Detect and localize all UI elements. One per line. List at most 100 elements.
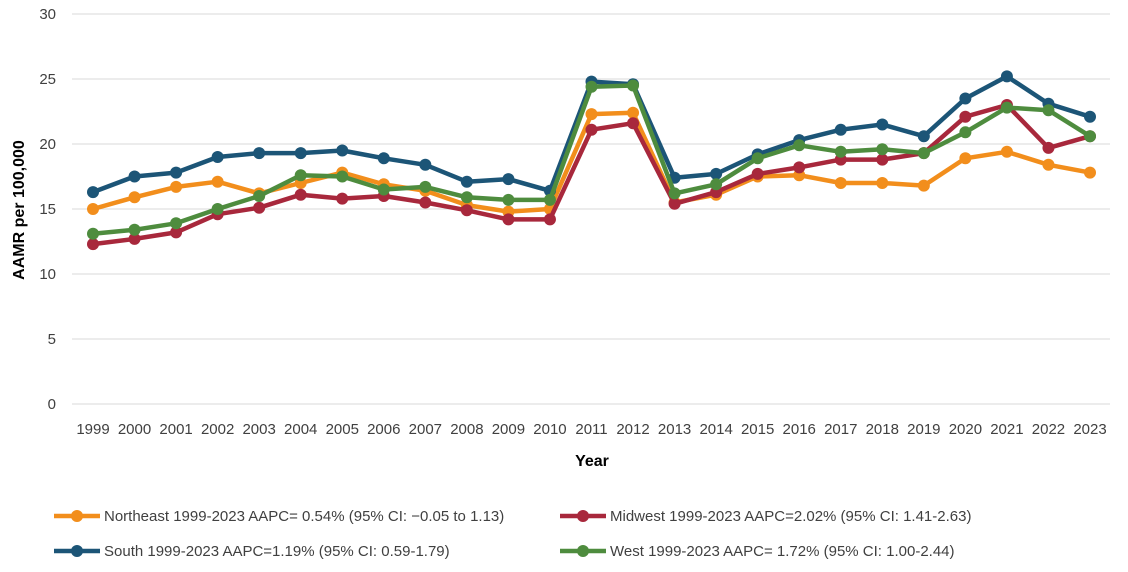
legend-label: Northeast 1999-2023 AAPC= 0.54% (95% CI:… — [104, 508, 504, 525]
data-point — [710, 167, 723, 180]
x-tick-label: 2009 — [492, 421, 525, 438]
legend-item: South 1999-2023 AAPC=1.19% (95% CI: 0.59… — [54, 543, 450, 560]
data-point — [668, 187, 681, 200]
data-point — [460, 191, 473, 204]
x-tick-label: 2021 — [990, 421, 1023, 438]
data-point — [211, 175, 224, 188]
data-point — [502, 213, 515, 226]
data-point — [1042, 104, 1055, 117]
x-tick-label: 2007 — [409, 421, 442, 438]
data-point — [419, 196, 432, 209]
data-point — [128, 232, 141, 245]
data-point — [128, 170, 141, 183]
data-point — [211, 203, 224, 215]
data-point — [876, 177, 889, 189]
data-point — [917, 130, 930, 143]
data-point — [585, 123, 598, 136]
data-point — [793, 139, 806, 152]
data-point — [917, 147, 930, 160]
x-tick-label: 2010 — [533, 421, 566, 438]
y-tick-label: 20 — [39, 136, 56, 153]
data-point — [543, 193, 556, 206]
data-point — [1084, 110, 1096, 123]
legend-item: Northeast 1999-2023 AAPC= 0.54% (95% CI:… — [54, 508, 504, 525]
x-tick-label: 2014 — [699, 421, 732, 438]
data-point — [128, 191, 141, 204]
legend-item: Midwest 1999-2023 AAPC=2.02% (95% CI: 1.… — [560, 508, 971, 525]
y-axis-title: AAMR per 100,000 — [11, 140, 28, 280]
data-point — [211, 151, 224, 163]
legend-marker — [577, 510, 589, 522]
legend: Northeast 1999-2023 AAPC= 0.54% (95% CI:… — [54, 508, 971, 560]
data-point — [627, 106, 640, 119]
data-point — [1000, 70, 1013, 83]
legend-label: Midwest 1999-2023 AAPC=2.02% (95% CI: 1.… — [610, 508, 971, 525]
y-tick-label: 30 — [39, 6, 56, 23]
data-point — [1042, 158, 1055, 171]
legend-marker — [71, 545, 83, 557]
data-point — [876, 153, 889, 166]
y-tick-label: 5 — [48, 331, 56, 348]
data-point — [1000, 145, 1013, 158]
y-tick-label: 25 — [39, 71, 56, 88]
data-point — [128, 223, 141, 236]
x-tick-label: 2006 — [367, 421, 400, 438]
data-point — [1084, 166, 1096, 179]
data-point — [834, 177, 847, 189]
data-point — [959, 92, 972, 105]
x-tick-label: 2023 — [1073, 421, 1106, 438]
x-tick-label: 2015 — [741, 421, 774, 438]
y-tick-label: 15 — [39, 201, 56, 218]
data-point — [87, 238, 99, 251]
data-point — [793, 161, 806, 174]
x-tick-label: 2017 — [824, 421, 857, 438]
data-point — [1084, 130, 1096, 143]
data-point — [336, 192, 349, 205]
data-point — [585, 80, 598, 93]
x-tick-label: 2018 — [866, 421, 899, 438]
x-tick-label: 2020 — [949, 421, 982, 438]
data-point — [294, 147, 307, 160]
grid-lines — [72, 13, 1110, 405]
x-tick-label: 2000 — [118, 421, 151, 438]
x-tick-label: 2013 — [658, 421, 691, 438]
data-point — [170, 217, 183, 230]
data-point — [253, 201, 266, 214]
data-point — [1000, 101, 1013, 114]
data-point — [336, 170, 349, 183]
data-point — [253, 147, 266, 160]
x-tick-label: 2022 — [1032, 421, 1065, 438]
x-tick-label: 2005 — [326, 421, 359, 438]
series-4 — [87, 79, 1096, 240]
data-point — [876, 143, 889, 156]
x-tick-label: 1999 — [76, 421, 109, 438]
data-point — [834, 123, 847, 136]
data-point — [377, 152, 390, 165]
x-tick-label: 2016 — [783, 421, 816, 438]
x-tick-label: 2019 — [907, 421, 940, 438]
data-point — [627, 79, 640, 92]
data-point — [170, 180, 183, 193]
legend-marker — [71, 510, 83, 522]
y-tick-label: 0 — [48, 396, 56, 413]
data-point — [87, 186, 99, 199]
x-tick-label: 2003 — [242, 421, 275, 438]
data-point — [502, 173, 515, 186]
data-point — [668, 197, 681, 210]
data-point — [460, 204, 473, 217]
data-point — [170, 226, 183, 239]
data-point — [294, 188, 307, 201]
y-tick-label: 10 — [39, 266, 56, 283]
x-tick-label: 2008 — [450, 421, 483, 438]
series-group — [87, 70, 1096, 251]
legend-marker — [577, 545, 589, 557]
data-point — [377, 183, 390, 196]
data-point — [834, 145, 847, 158]
y-axis-ticks: 0 5 10 15 20 25 30 — [39, 6, 56, 413]
legend-item: West 1999-2023 AAPC= 1.72% (95% CI: 1.00… — [560, 543, 955, 560]
legend-label: South 1999-2023 AAPC=1.19% (95% CI: 0.59… — [104, 543, 450, 560]
data-point — [710, 178, 723, 191]
data-point — [460, 175, 473, 188]
data-point — [543, 213, 556, 226]
